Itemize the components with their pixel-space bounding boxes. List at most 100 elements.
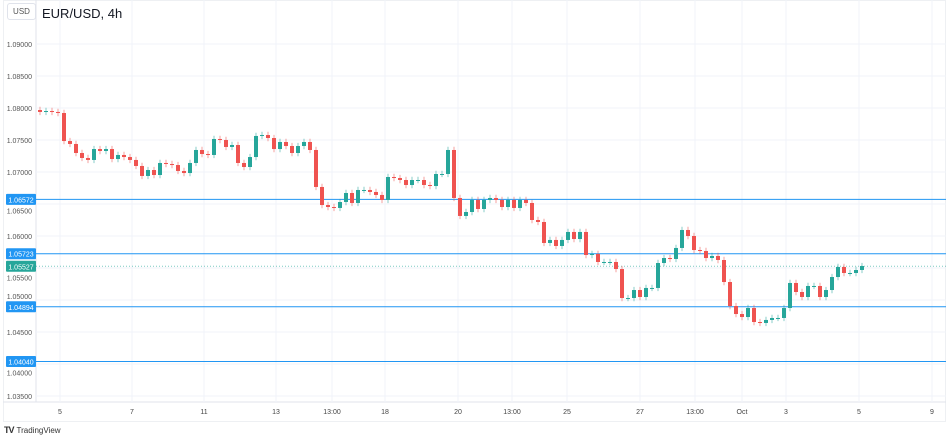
candle-up — [680, 229, 684, 248]
candle-down — [398, 178, 402, 180]
candle-down — [308, 141, 312, 150]
price-tick-label: 1.08500 — [7, 74, 32, 81]
candle-up — [230, 144, 234, 147]
price-tick-label: 1.05500 — [7, 275, 32, 282]
candle-down — [284, 141, 288, 147]
candle-down — [554, 239, 558, 246]
price-tick-label: 1.03500 — [7, 394, 32, 401]
candle-down — [428, 184, 432, 187]
price-tick-label: 1.06500 — [7, 208, 32, 215]
candle-up — [830, 277, 834, 291]
candle-down — [374, 191, 378, 195]
price-tick-label: 1.05000 — [7, 294, 32, 301]
candle-up — [782, 308, 786, 318]
candle-up — [278, 141, 282, 150]
candle-up — [440, 173, 444, 175]
candle-up — [482, 199, 486, 209]
candle-down — [134, 159, 138, 166]
candle-up — [632, 290, 636, 299]
candle-down — [572, 231, 576, 240]
candle-down — [86, 157, 90, 160]
candle-down — [500, 199, 504, 208]
candle-up — [338, 202, 342, 208]
candle-down — [350, 192, 354, 203]
candle-up — [548, 239, 552, 243]
candle-down — [692, 236, 696, 251]
candle-down — [50, 111, 54, 113]
candle-down — [842, 266, 846, 273]
candle-up — [824, 290, 828, 297]
candle-up — [560, 239, 564, 246]
time-tick-label: 3 — [784, 409, 788, 416]
candle-down — [152, 170, 156, 176]
candle-down — [38, 109, 42, 112]
candle-down — [176, 165, 180, 171]
candle-up — [386, 176, 390, 200]
candle-down — [494, 197, 498, 200]
candle-down — [368, 189, 372, 192]
candle-down — [536, 220, 540, 222]
candle-up — [662, 258, 666, 264]
candle-up — [644, 287, 648, 297]
candle-up — [656, 263, 660, 288]
candle-down — [320, 186, 324, 206]
candle-down — [584, 231, 588, 256]
candle-up — [836, 266, 840, 278]
candle-up — [776, 317, 780, 319]
candle-down — [140, 165, 144, 176]
candle-up — [194, 149, 198, 163]
level-price-label: 1.05723 — [8, 252, 33, 259]
time-tick-label: 13:00 — [686, 409, 704, 416]
level-price-label: 1.04040 — [8, 359, 33, 366]
time-tick-label: 5 — [58, 409, 62, 416]
candle-down — [614, 261, 618, 270]
candle-up — [812, 285, 816, 287]
candle-down — [200, 149, 204, 155]
price-tick-label: 1.09000 — [7, 42, 32, 49]
candle-up — [158, 162, 162, 176]
candle-up — [254, 135, 258, 158]
candle-down — [458, 197, 462, 216]
candle-down — [704, 250, 708, 259]
time-tick-label: 20 — [454, 409, 462, 416]
candle-down — [596, 253, 600, 262]
candle-up — [626, 298, 630, 300]
candle-down — [668, 258, 672, 260]
time-tick-label: 5 — [857, 409, 861, 416]
tradingview-logo-icon: TV — [4, 425, 14, 435]
candle-down — [218, 138, 222, 140]
candle-up — [764, 319, 768, 323]
chart-frame — [3, 0, 946, 422]
candle-up — [116, 154, 120, 160]
level-price-badge — [6, 248, 36, 260]
tradingview-logo[interactable]: TV TradingView — [4, 425, 61, 435]
candle-down — [530, 202, 534, 220]
time-tick-label: 9 — [930, 409, 934, 416]
candle-down — [620, 269, 624, 299]
candle-up — [188, 162, 192, 174]
price-tick-label: 1.07000 — [7, 170, 32, 177]
candle-down — [80, 152, 84, 158]
candle-down — [392, 176, 396, 179]
candle-up — [590, 253, 594, 256]
candle-up — [410, 180, 414, 185]
candle-down — [512, 199, 516, 208]
candle-up — [212, 138, 216, 155]
candle-up — [788, 282, 792, 308]
currency-button[interactable]: USD — [7, 3, 36, 20]
candle-down — [728, 282, 732, 307]
candle-up — [854, 269, 858, 273]
time-tick-label: 13:00 — [323, 409, 341, 416]
time-tick-label: 13 — [272, 409, 280, 416]
candle-down — [734, 306, 738, 315]
candle-up — [578, 231, 582, 240]
candle-down — [476, 199, 480, 209]
candle-down — [524, 199, 528, 203]
candle-up — [344, 192, 348, 203]
candle-down — [638, 290, 642, 297]
price-tick-label: 1.06000 — [7, 234, 32, 241]
candle-down — [242, 162, 246, 168]
candle-up — [746, 308, 750, 318]
price-tick-label: 1.04500 — [7, 330, 32, 337]
